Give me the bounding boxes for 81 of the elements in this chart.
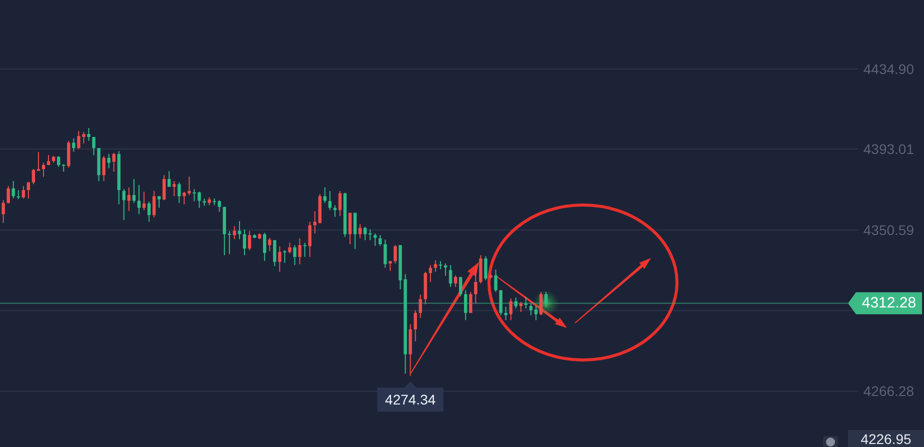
candlestick	[474, 266, 478, 304]
candlestick	[248, 230, 252, 251]
candlestick	[378, 234, 382, 246]
candlestick	[428, 264, 432, 282]
candlestick	[308, 221, 312, 258]
candlestick	[519, 302, 522, 312]
candlestick	[374, 232, 377, 246]
candlestick	[102, 156, 106, 182]
candlestick	[514, 296, 518, 310]
candlestick	[458, 276, 462, 297]
candlestick	[242, 228, 246, 256]
candlestick	[414, 310, 417, 342]
y-tick-label: 4393.01	[863, 140, 914, 157]
candlestick	[484, 256, 488, 281]
candlestick	[384, 239, 387, 268]
candlestick	[444, 262, 448, 276]
candlestick	[32, 168, 36, 185]
candlestick	[418, 294, 422, 318]
candlestick	[504, 306, 508, 321]
y-tick-label: 4434.90	[863, 60, 914, 77]
text: 4226.95	[860, 431, 912, 447]
candlestick	[278, 246, 282, 272]
candlestick	[87, 127, 90, 142]
candlestick	[273, 240, 276, 267]
candlestick	[26, 181, 30, 199]
candlestick	[479, 254, 482, 284]
candlestick	[263, 232, 266, 262]
candlestick	[368, 228, 372, 241]
candlestick	[328, 190, 332, 211]
ref-line-label: 4312.28	[862, 294, 916, 312]
candlestick	[353, 212, 357, 250]
candlestick	[268, 237, 272, 252]
candlestick	[6, 186, 10, 204]
candlestick	[92, 136, 96, 156]
candlestick	[152, 190, 156, 218]
candlestick	[42, 162, 46, 178]
candlestick	[132, 178, 136, 204]
candlestick	[394, 244, 397, 264]
candlestick	[56, 156, 60, 168]
candlestick	[147, 201, 151, 222]
candlestick	[107, 153, 110, 169]
candlestick	[168, 170, 171, 188]
candlestick	[293, 244, 296, 266]
candlestick	[303, 242, 306, 258]
candlestick	[348, 212, 352, 245]
candlestick	[142, 191, 146, 211]
candlestick	[464, 290, 468, 321]
candlestick	[388, 260, 392, 272]
candlestick	[544, 291, 548, 308]
candlestick	[499, 290, 502, 316]
candlestick	[2, 200, 5, 224]
candlestick	[67, 140, 70, 168]
candlestick	[172, 180, 176, 197]
y-tick-label: 4266.28	[863, 383, 914, 400]
candlestick	[283, 250, 286, 264]
candlestick	[539, 291, 543, 316]
candlestick	[22, 186, 26, 199]
candlestick	[509, 298, 512, 321]
candlestick	[323, 186, 327, 204]
candlestick	[162, 174, 166, 201]
candlestick	[298, 238, 302, 265]
candlestick	[127, 186, 131, 212]
candlestick	[36, 152, 40, 172]
candlestick	[228, 230, 232, 255]
candlestick	[524, 296, 528, 310]
candlestick	[178, 182, 181, 204]
candlestick	[157, 196, 161, 208]
candlestick	[448, 264, 452, 288]
candlestick	[338, 190, 342, 217]
candlestick	[288, 242, 292, 254]
candlestick	[494, 269, 498, 292]
candlestick	[218, 200, 221, 212]
candlestick	[137, 184, 141, 215]
annotation: 4274.34	[385, 392, 436, 408]
candlestick	[112, 152, 116, 172]
candlestick	[72, 138, 76, 152]
candlestick	[454, 274, 458, 288]
candlestick	[434, 260, 438, 272]
candlestick	[469, 291, 472, 314]
candlestick	[122, 188, 126, 221]
y-tick-label: 4350.59	[863, 222, 914, 238]
